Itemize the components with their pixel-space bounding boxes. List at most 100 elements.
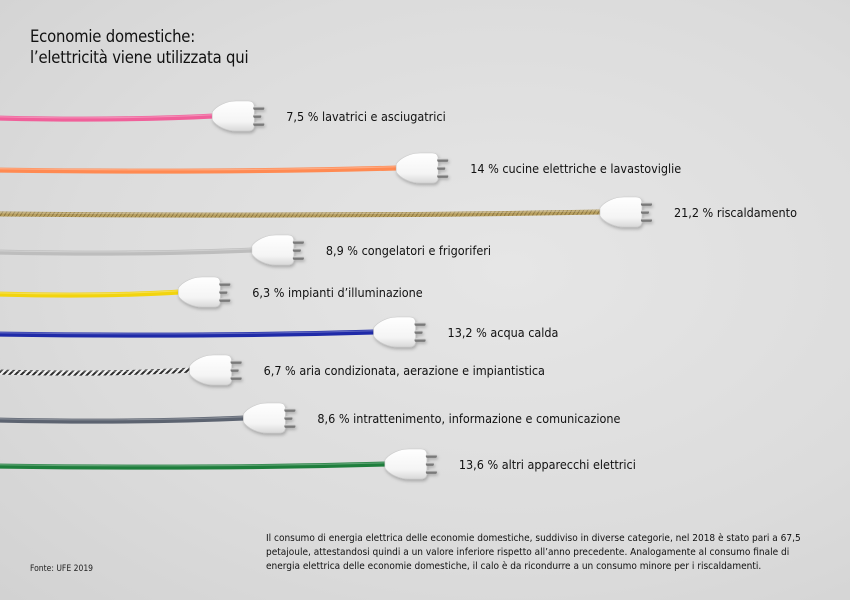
value-label: 14 % (470, 161, 499, 176)
category-name: altri apparecchi elettrici (498, 457, 636, 472)
value-label: 13,6 % (459, 457, 499, 472)
category-label: 6,3 % impianti d’illuminazione (252, 285, 423, 300)
footnote-text: Il consumo di energia elettrica delle ec… (266, 533, 801, 572)
cable-highlight (0, 462, 387, 467)
chart-title-line-2: l’elettricità viene utilizzata qui (30, 48, 249, 67)
cable-highlight (0, 416, 246, 421)
category-label: 13,6 % altri apparecchi elettrici (459, 457, 636, 472)
plug-pin (425, 470, 437, 474)
cable-highlight (0, 114, 215, 119)
plug-pin (284, 424, 296, 428)
plug-body (373, 316, 416, 348)
cable-row: 13,6 % altri apparecchi elettrici (0, 448, 636, 480)
plug-pin (230, 368, 239, 372)
plug-body (384, 448, 428, 480)
cable-line (0, 165, 401, 174)
plug-body (243, 402, 286, 434)
plug-pin (219, 282, 231, 286)
plug-pin (437, 158, 449, 162)
category-name: aria condizionata, aerazione e impiantis… (296, 363, 545, 378)
plug-pin (640, 218, 652, 222)
plug-pin (284, 416, 293, 420)
plug-pin (425, 462, 434, 466)
category-name: acqua calda (487, 325, 559, 340)
cable-row: 8,6 % intrattenimento, informazione e co… (0, 402, 621, 434)
cable-highlight (0, 330, 376, 335)
plug-body (189, 354, 232, 386)
cable-row: 14 % cucine elettriche e lavastoviglie (0, 152, 681, 184)
plug-body (599, 196, 643, 228)
plug-icon (177, 276, 231, 308)
plug-pin (230, 360, 242, 364)
plug-pin (230, 376, 242, 380)
cable-row: 8,9 % congelatori e frigoriferi (0, 234, 491, 266)
value-label: 13,2 % (448, 325, 488, 340)
cable-line (0, 209, 605, 218)
plug-pin (219, 290, 228, 294)
cable-highlight (0, 290, 181, 295)
category-label: 14 % cucine elettriche e lavastoviglie (470, 161, 681, 176)
value-label: 21,2 % (674, 205, 714, 220)
plug-pin (292, 248, 301, 252)
plug-pin (292, 240, 304, 244)
cable-line (0, 289, 183, 298)
cable-highlight (0, 248, 254, 253)
cable-row: 13,2 % acqua calda (0, 316, 559, 348)
plug-pin (253, 114, 262, 118)
value-label: 7,5 % (286, 109, 318, 124)
plug-body (251, 234, 295, 266)
value-label: 8,6 % (317, 411, 349, 426)
cable-highlight (0, 368, 192, 373)
plug-pin (219, 298, 231, 302)
cable-row: 6,7 % aria condizionata, aerazione e imp… (0, 354, 545, 386)
cable-line (0, 329, 379, 338)
chart-title-line-1: Economie domestiche: (30, 27, 196, 46)
category-label: 21,2 % riscaldamento (674, 205, 797, 220)
plug-pin (437, 166, 446, 170)
cable-line (0, 367, 195, 376)
category-label: 13,2 % acqua calda (448, 325, 559, 340)
cable-row: 7,5 % lavatrici e asciugatrici (0, 100, 446, 132)
category-label: 7,5 % lavatrici e asciugatrici (286, 109, 445, 124)
cable-highlight (0, 210, 602, 215)
plug-body (211, 100, 255, 132)
plug-pin (253, 122, 265, 126)
plug-icon (384, 448, 437, 480)
plug-pin (253, 106, 265, 110)
plug-icon (373, 316, 426, 348)
category-name: impianti d’illuminazione (284, 285, 422, 300)
cable-line (0, 461, 390, 470)
category-name: cucine elettriche e lavastoviglie (499, 161, 682, 176)
cable-row: 21,2 % riscaldamento (0, 196, 797, 228)
plug-pin (284, 408, 296, 412)
plug-icon (243, 402, 296, 434)
plug-pin (414, 338, 426, 342)
category-label: 6,7 % aria condizionata, aerazione e imp… (264, 363, 545, 378)
cable-highlight (0, 166, 399, 171)
source-note: Fonte: UFE 2019 (30, 564, 94, 574)
plug-body (395, 152, 439, 184)
category-label: 8,6 % intrattenimento, informazione e co… (317, 411, 620, 426)
plug-pin (640, 210, 649, 214)
plug-pin (437, 174, 449, 178)
category-name: congelatori e frigoriferi (358, 243, 491, 258)
plug-pin (414, 322, 426, 326)
plug-pin (640, 202, 652, 206)
plug-icon (599, 196, 652, 228)
category-label: 8,9 % congelatori e frigoriferi (326, 243, 491, 258)
value-label: 8,9 % (326, 243, 358, 258)
value-label: 6,7 % (264, 363, 296, 378)
cable-line (0, 113, 217, 122)
plug-icon (189, 354, 242, 386)
plug-body (177, 276, 221, 308)
plug-icon (251, 234, 304, 266)
plug-pin (425, 454, 437, 458)
category-name: intrattenimento, informazione e comunica… (350, 411, 621, 426)
plug-icon (395, 152, 449, 184)
cable-line (0, 247, 257, 256)
plug-pin (414, 330, 423, 334)
chart-title: Economie domestiche: l’elettricità viene… (30, 26, 249, 68)
plug-icon (211, 100, 265, 132)
plug-pin (292, 256, 304, 260)
